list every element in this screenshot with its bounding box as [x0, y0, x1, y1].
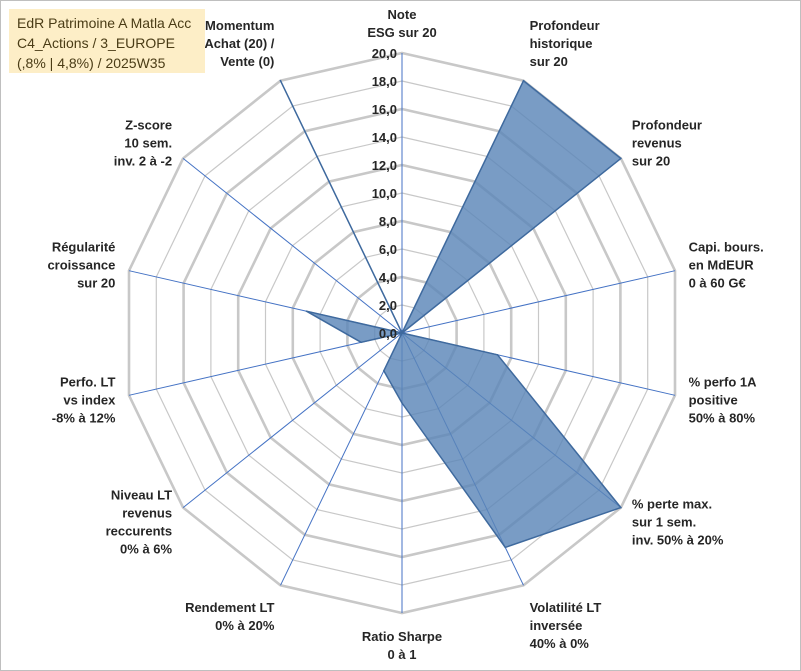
tick-label: 10,0	[372, 186, 397, 201]
category-label-line: 50% à 80%	[689, 411, 756, 426]
category-label: % perte max. sur 1 sem. inv. 50% à 20%	[632, 497, 724, 548]
category-label-line: revenus	[632, 136, 682, 151]
tick-label: 8,0	[379, 214, 397, 229]
category-label-line: Rendement LT	[185, 600, 274, 615]
category-label-line: Volatilité LT	[530, 600, 602, 615]
radar-spoke	[128, 332, 403, 396]
radar-spoke	[182, 158, 403, 334]
series-point	[305, 310, 308, 313]
tick-label: 12,0	[372, 158, 397, 173]
category-label-line: sur 20	[632, 154, 670, 169]
category-label: Ratio Sharpe 0 à 1	[362, 629, 442, 662]
category-label-line: % perfo 1A	[689, 375, 758, 390]
tick-label: 16,0	[372, 102, 397, 117]
category-label-line: en MdEUR	[689, 257, 755, 272]
category-label-line: 0% à 20%	[215, 618, 275, 633]
chart-title-line-1: EdR Patrimoine A Matla Acc	[17, 15, 192, 31]
category-label-line: sur 1 sem.	[632, 515, 696, 530]
series-area	[279, 79, 622, 549]
category-label-line: Z-score	[125, 118, 172, 133]
category-label-line: 0 à 1	[388, 647, 417, 662]
category-label-line: % perte max.	[632, 497, 712, 512]
radar-category-labels: Note ESG sur 20 Profondeur historique sur 20…	[47, 7, 763, 662]
category-label-line: Profondeur	[632, 118, 702, 133]
category-label-line: Niveau LT	[111, 488, 172, 503]
category-label-line: 10 sem.	[124, 136, 172, 151]
series-point	[383, 370, 385, 372]
category-label: Capi. bours. en MdEUR 0 à 60 G€	[689, 239, 764, 290]
series-point	[279, 79, 282, 82]
category-label-line: Note	[388, 7, 417, 22]
tick-label: 18,0	[372, 74, 397, 89]
category-label-line: 0% à 6%	[120, 542, 172, 557]
radar-tick-labels: 0,0 2,0 4,0 6,0 8,0 10,0 12,0 14,0 16,0 18,0 20,0	[372, 46, 397, 341]
category-label: Profondeur revenus sur 20	[632, 118, 702, 169]
tick-label: 20,0	[372, 46, 397, 61]
category-label-line: revenus	[122, 506, 172, 521]
series-point	[504, 546, 507, 549]
tick-label: 0,0	[379, 326, 397, 341]
category-label: Niveau LT revenus reccurents 0% à 6%	[106, 488, 173, 557]
category-label: Note ESG sur 20	[367, 7, 436, 40]
category-label-line: Perfo. LT	[60, 375, 115, 390]
radar-spoke	[182, 332, 403, 508]
category-label-line: sur 20	[530, 54, 568, 69]
category-label-line: croissance	[47, 257, 115, 272]
category-label-line: Vente (0)	[220, 54, 274, 69]
category-label-line: Profondeur	[530, 18, 600, 33]
category-label-line: inversée	[530, 618, 583, 633]
category-label-line: 40% à 0%	[530, 636, 590, 651]
category-label-line: -8% à 12%	[52, 411, 116, 426]
category-label-line: ESG sur 20	[367, 25, 436, 40]
category-label: Profondeur historique sur 20	[530, 18, 600, 69]
category-label: Z-score 10 sem. inv. 2 à -2	[114, 118, 172, 169]
category-label-line: reccurents	[106, 524, 172, 539]
category-label: % perfo 1A positive 50% à 80%	[689, 375, 758, 426]
series-point	[401, 402, 403, 404]
tick-label: 4,0	[379, 270, 397, 285]
series-point	[620, 506, 622, 509]
tick-label: 2,0	[379, 298, 397, 313]
radar-spoke	[280, 332, 403, 586]
category-label-line: inv. 50% à 20%	[632, 533, 724, 548]
series-point	[401, 332, 403, 334]
series-point	[620, 157, 622, 160]
category-label: Volatilité LT inversée 40% à 0%	[530, 600, 602, 651]
tick-label: 14,0	[372, 130, 397, 145]
category-label-line: vs index	[63, 393, 116, 408]
radar-spoke	[401, 270, 676, 334]
category-label: Momentum Achat (20) / Vente (0)	[204, 18, 274, 69]
category-label-line: sur 20	[77, 275, 115, 290]
category-label-line: 0 à 60 G€	[689, 275, 746, 290]
category-label-line: Achat (20) /	[204, 36, 274, 51]
category-label-line: inv. 2 à -2	[114, 154, 172, 169]
category-label-line: historique	[530, 36, 593, 51]
series-point	[496, 354, 499, 356]
tick-label: 6,0	[379, 242, 397, 257]
category-label: Rendement LT 0% à 20%	[185, 600, 275, 633]
category-label-line: Régularité	[52, 239, 116, 254]
category-label-line: Capi. bours.	[689, 239, 764, 254]
series-point	[360, 341, 362, 344]
category-label-line: Ratio Sharpe	[362, 629, 442, 644]
category-label-line: Momentum	[205, 18, 274, 33]
chart-title-box: EdR Patrimoine A Matla Acc C4_Actions / …	[9, 9, 205, 73]
category-label: Régularité croissance sur 20	[47, 239, 115, 290]
category-label: Perfo. LT vs index -8% à 12%	[52, 375, 116, 426]
category-label-line: positive	[689, 393, 738, 408]
series-point	[522, 79, 525, 82]
radar-series	[279, 79, 622, 549]
chart-title-line-2: C4_Actions / 3_EUROPE	[17, 35, 175, 51]
chart-title-line-3: (,8% | 4,8%) / 2025W35	[17, 55, 166, 71]
